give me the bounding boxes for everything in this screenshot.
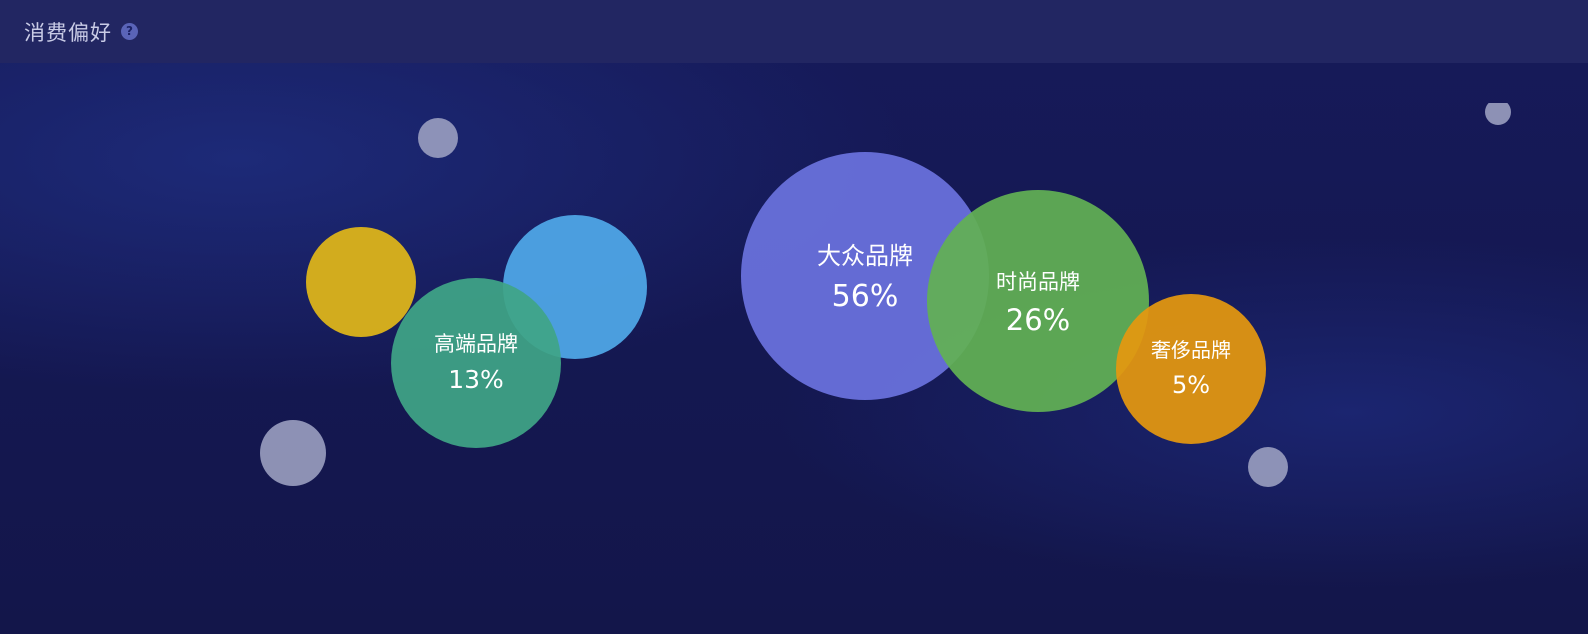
bubble-label: 大众品牌 bbox=[817, 242, 913, 270]
decorative-bubble[interactable] bbox=[1485, 99, 1511, 125]
panel-title: 消费偏好 bbox=[24, 20, 112, 45]
bubble-2[interactable] bbox=[927, 190, 1149, 412]
bubble-value: 56% bbox=[832, 279, 899, 314]
bubble-label: 时尚品牌 bbox=[996, 270, 1080, 294]
bubble-0[interactable] bbox=[391, 278, 561, 448]
bubble-label: 奢侈品牌 bbox=[1151, 338, 1231, 362]
decorative-bubble[interactable] bbox=[306, 227, 416, 337]
question-circle-icon[interactable]: ? bbox=[121, 23, 138, 40]
bubble-3[interactable] bbox=[1116, 294, 1266, 444]
decorative-bubble[interactable] bbox=[418, 118, 458, 158]
bubble-value: 5% bbox=[1172, 371, 1210, 399]
bubble-chart: 高端品牌 13% 大众品牌 56% 时尚品牌 26% 奢侈品牌 5% bbox=[260, 99, 1511, 487]
bubble-label: 高端品牌 bbox=[434, 332, 518, 356]
decorative-bubble[interactable] bbox=[1248, 447, 1288, 487]
bubble-value: 26% bbox=[1006, 303, 1070, 337]
bubble-value: 13% bbox=[448, 365, 504, 394]
decorative-bubble[interactable] bbox=[260, 420, 326, 486]
bubble-1[interactable] bbox=[741, 152, 989, 400]
panel-header: 消费偏好 ? bbox=[0, 0, 1588, 63]
